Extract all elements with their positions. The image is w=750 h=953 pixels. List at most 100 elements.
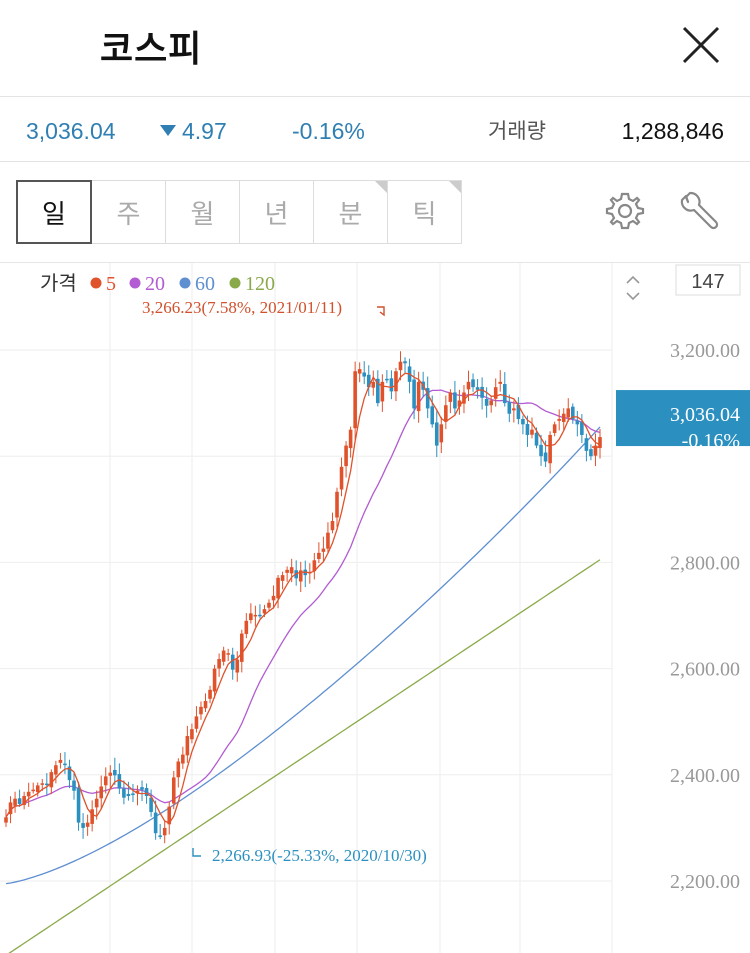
candle-body <box>389 378 394 392</box>
candle-body <box>276 577 280 599</box>
candle-body <box>81 823 85 828</box>
candle-body <box>521 419 525 425</box>
candle-body <box>348 429 353 449</box>
candle-body <box>439 424 444 443</box>
candle-body <box>484 398 489 406</box>
min-annotation: 2,266.93(-25.33%, 2020/10/30) <box>212 846 427 865</box>
candle-body <box>366 374 371 388</box>
candle-body <box>17 798 22 805</box>
candle-body <box>525 424 530 435</box>
candle-body <box>412 379 416 409</box>
candle-body <box>530 429 534 435</box>
tab-tick[interactable]: 틱 <box>388 180 462 244</box>
candle-body <box>434 422 439 446</box>
candle-body <box>280 575 285 581</box>
candle-body <box>253 614 258 617</box>
candle-body <box>371 381 376 388</box>
candle-body <box>453 392 457 409</box>
ma120-series <box>8 559 601 953</box>
wrench-icon[interactable] <box>678 190 720 232</box>
tab-week[interactable]: 주 <box>92 180 166 244</box>
candle-body <box>144 788 149 797</box>
candle-body <box>153 812 158 834</box>
y-tick-label: 2,400.00 <box>670 765 740 787</box>
candle-body <box>244 620 249 634</box>
candle-body <box>580 422 584 435</box>
chart-extras: 147 3,036.04 -0.16% <box>592 264 750 452</box>
candle-body <box>584 438 589 451</box>
price-tag-value: 3,036.04 <box>670 404 740 426</box>
candle-body <box>344 445 348 467</box>
legend-dot <box>90 277 102 289</box>
candle-body <box>462 392 466 404</box>
candle-body <box>339 466 344 490</box>
candle-body <box>212 668 217 692</box>
candle-body <box>457 400 462 407</box>
legend-label-60: 60 <box>195 273 215 295</box>
tab-year[interactable]: 년 <box>240 180 314 244</box>
legend-label-20: 20 <box>145 273 165 295</box>
candle-body <box>385 378 389 381</box>
candle-body <box>199 706 203 715</box>
price-chart[interactable]: 3,200.00 2,800.00 2,600.00 2,400.00 2,200.00… <box>0 263 750 953</box>
candle-body <box>326 532 330 549</box>
candle-body <box>103 776 108 786</box>
legend-label-120: 120 <box>245 273 275 295</box>
price-tag <box>616 390 750 447</box>
down-triangle-icon <box>160 125 176 136</box>
candle-body <box>362 372 367 377</box>
tab-day[interactable]: 일 <box>16 180 92 244</box>
y-tick-label: 2,800.00 <box>670 552 740 574</box>
chart-annotations: 3,266.23(7.58%, 2021/01/11) 2,266.93(-25.… <box>142 298 427 865</box>
count-box <box>675 264 741 296</box>
ma20-series <box>5 389 601 818</box>
candle-body <box>54 765 58 775</box>
candle-body <box>226 653 230 655</box>
candle-body <box>217 659 221 669</box>
candle-body <box>90 809 94 824</box>
price-change-percent: -0.16% <box>292 118 365 144</box>
candle-body <box>239 633 244 662</box>
candle-body <box>113 769 117 776</box>
candle-body <box>493 387 498 399</box>
candle-body <box>72 780 76 791</box>
candle-body <box>117 774 122 789</box>
period-tabs: 일 주 월 년 분 틱 <box>16 180 462 244</box>
scroll-down-icon <box>626 292 640 301</box>
candle-body <box>85 822 90 827</box>
candle-body <box>262 609 267 614</box>
count-label: 147 <box>691 271 724 293</box>
candle-body <box>185 736 190 756</box>
candle-body <box>190 729 194 740</box>
candle-body <box>131 793 135 796</box>
candle-body <box>31 789 36 792</box>
candle-body <box>330 520 335 531</box>
ma5-series <box>5 372 601 824</box>
close-icon[interactable] <box>678 22 724 68</box>
gear-icon[interactable] <box>604 190 646 232</box>
candle-body <box>425 388 430 409</box>
candle-body <box>471 379 475 388</box>
candle-body <box>181 754 185 764</box>
candle-body <box>108 772 113 776</box>
page-title: 코스피 <box>100 29 203 70</box>
candle-body <box>570 406 575 420</box>
candle-body <box>512 408 516 411</box>
candle-body <box>357 369 362 374</box>
tab-minute[interactable]: 분 <box>314 180 388 244</box>
chart-grid <box>0 263 613 953</box>
candle-body <box>122 788 126 798</box>
candle-body <box>140 787 144 790</box>
candle-body <box>448 392 453 402</box>
candle-body <box>561 413 566 422</box>
candle-body <box>13 798 17 806</box>
candle-body <box>203 700 208 709</box>
candle-body <box>235 659 240 673</box>
chart-legend: 가격 5 20 60 120 <box>40 271 275 295</box>
candle-body <box>539 444 543 457</box>
tab-month[interactable]: 월 <box>166 180 240 244</box>
ma20-line <box>5 389 601 818</box>
candle-body <box>221 650 226 662</box>
scroll-up-icon <box>626 275 640 284</box>
candle-body <box>8 802 13 815</box>
